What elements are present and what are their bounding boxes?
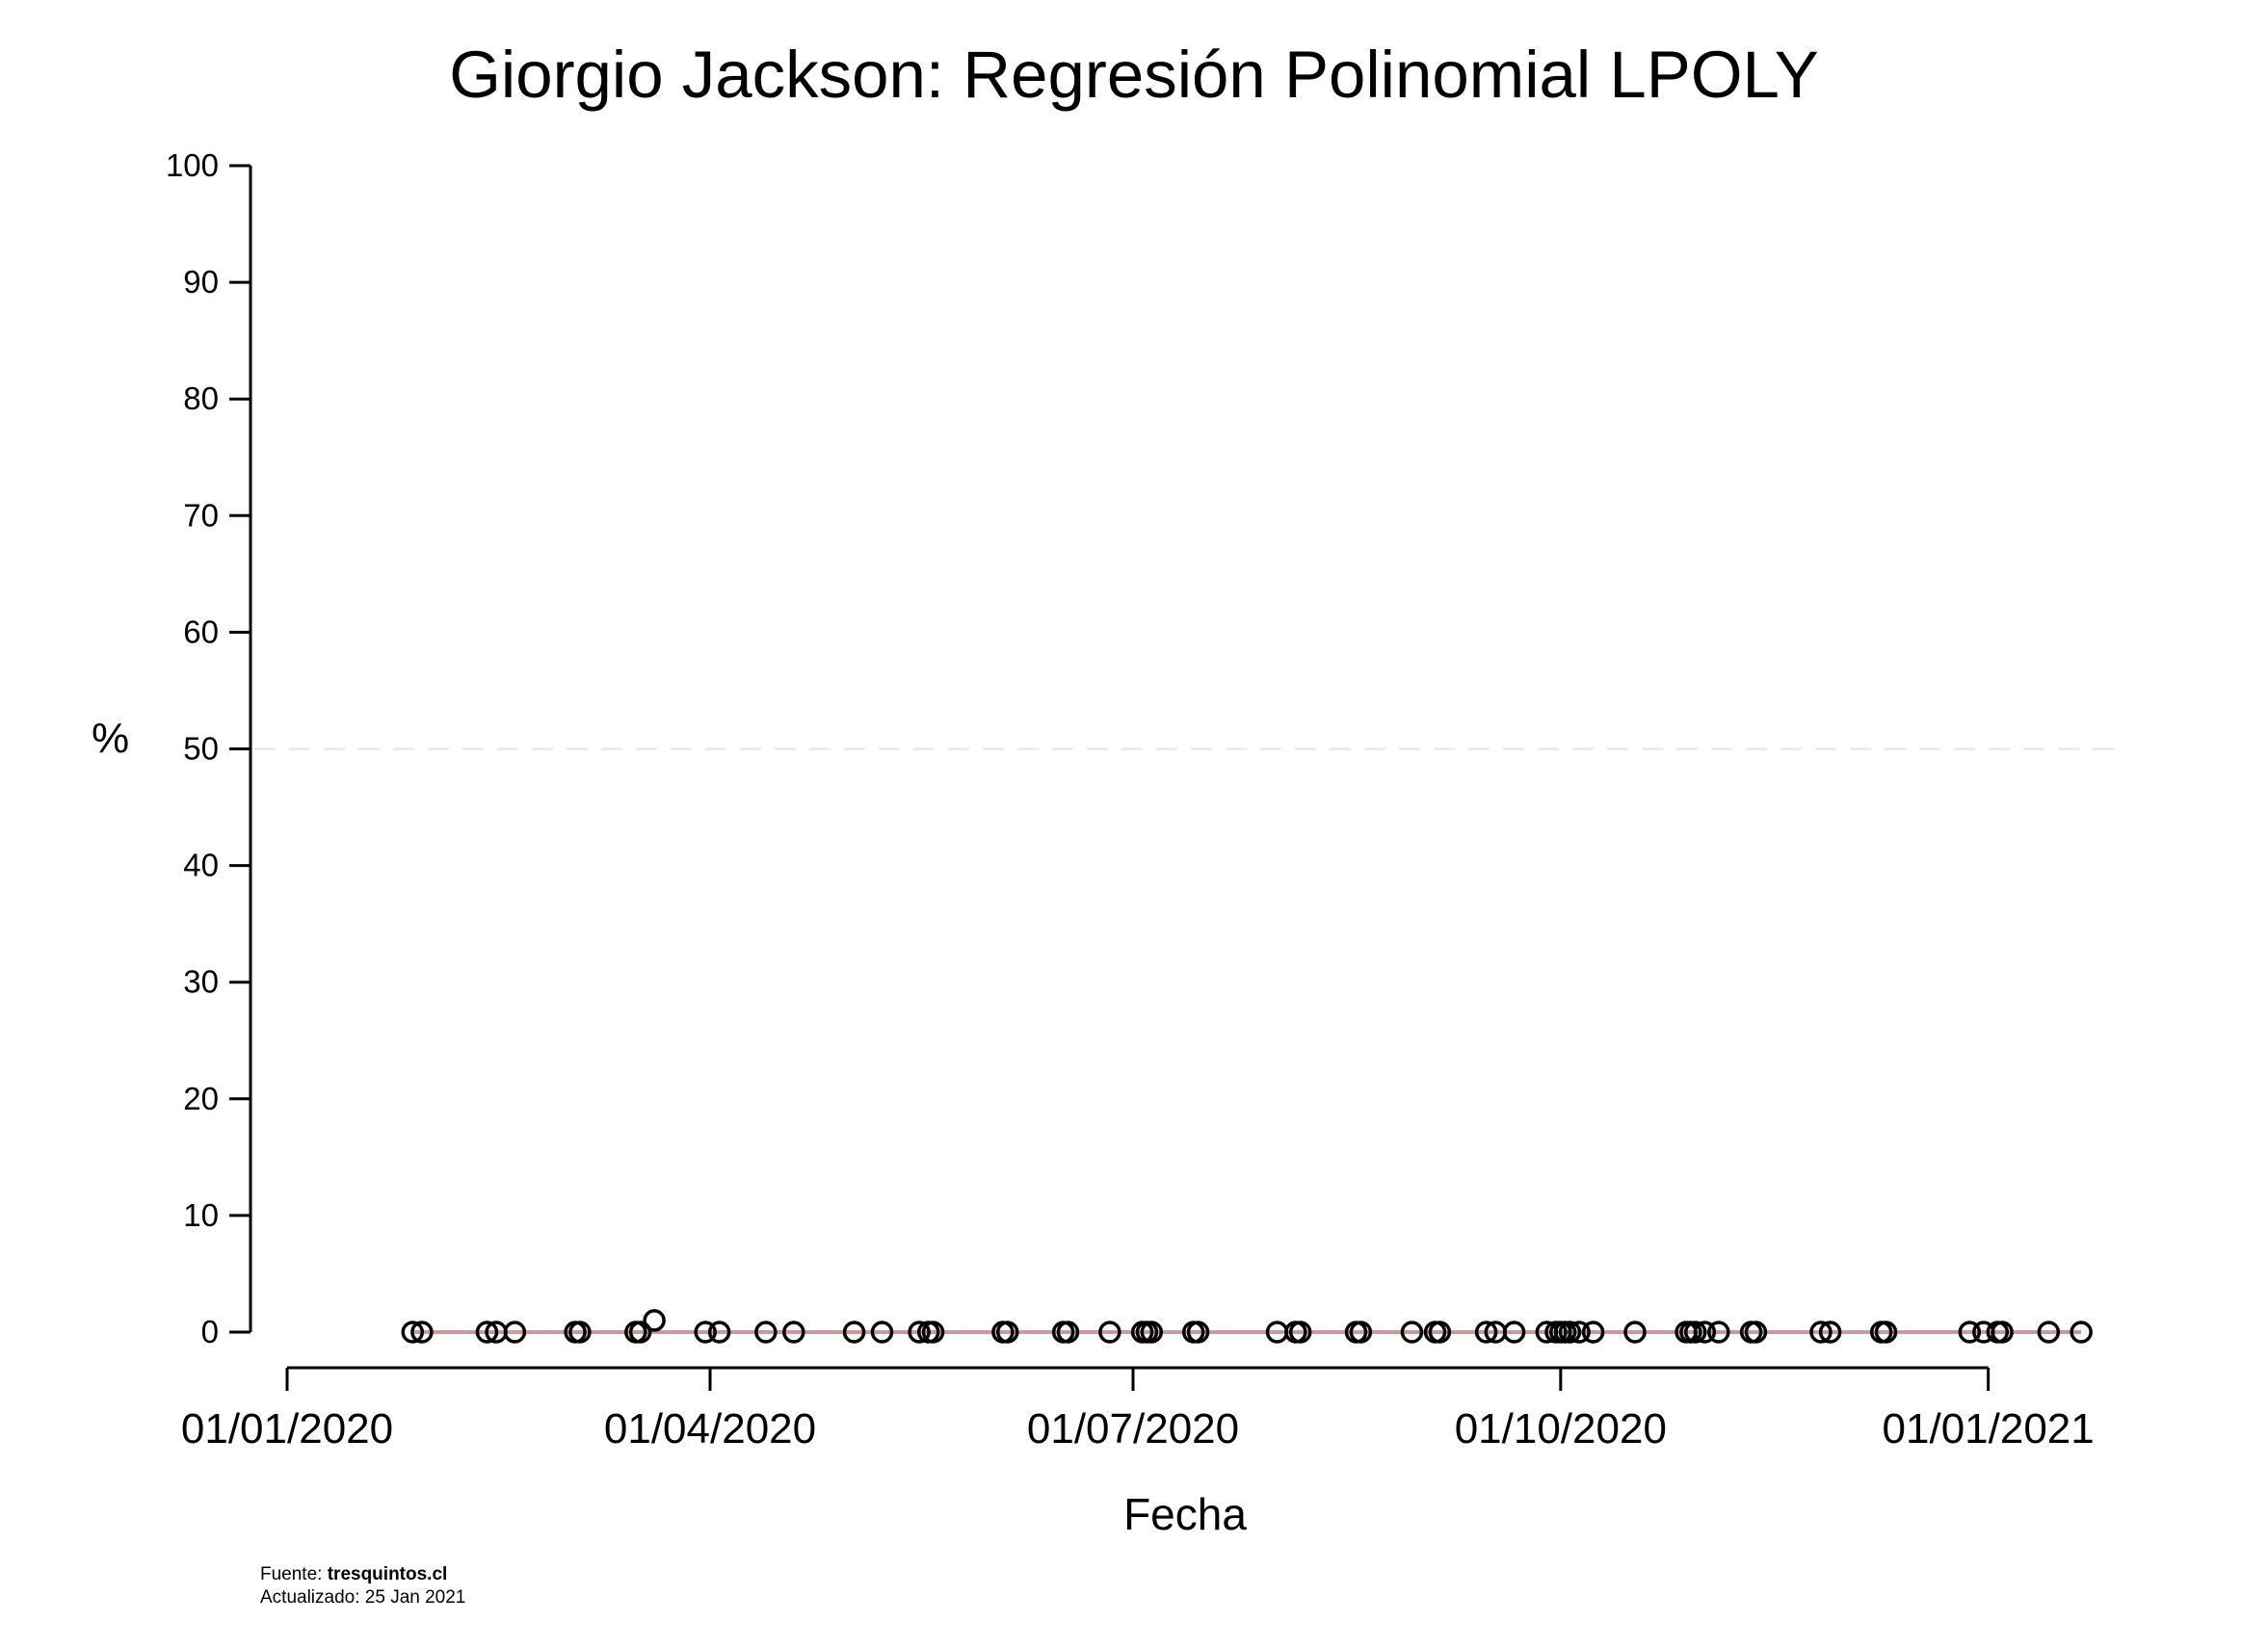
- data-point: [1056, 1321, 1080, 1344]
- data-point: [401, 1321, 425, 1344]
- data-point: [1400, 1321, 1424, 1344]
- y-axis-label: %: [92, 715, 130, 762]
- chart-title: Giorgio Jackson: Regresión Polinomial LP…: [449, 38, 1819, 112]
- data-point: [643, 1309, 666, 1332]
- data-point: [694, 1321, 717, 1344]
- x-tick-label: 01/01/2021: [1883, 1405, 2095, 1453]
- data-point: [1349, 1321, 1373, 1344]
- data-point: [754, 1321, 778, 1344]
- y-tick-label: 0: [201, 1314, 219, 1349]
- y-tick-label: 70: [183, 497, 219, 533]
- data-point: [870, 1321, 894, 1344]
- source-name: tresquintos.cl: [327, 1564, 448, 1584]
- y-tick-label: 80: [183, 380, 219, 416]
- data-point: [1140, 1321, 1164, 1344]
- data-point: [1744, 1321, 1768, 1344]
- chart-footer: Fuente: tresquintos.cl Actualizado: 25 J…: [260, 1563, 465, 1610]
- source-prefix: Fuente:: [260, 1564, 328, 1584]
- data-point: [1874, 1321, 1898, 1344]
- data-point: [1818, 1321, 1842, 1344]
- y-tick-label: 50: [183, 731, 219, 767]
- y-tick-label: 20: [183, 1081, 219, 1116]
- data-point: [1707, 1321, 1730, 1344]
- data-point: [842, 1321, 866, 1344]
- x-tick-label: 01/10/2020: [1455, 1405, 1667, 1453]
- data-point: [1186, 1321, 1210, 1344]
- data-point: [628, 1321, 652, 1344]
- data-point: [1809, 1321, 1833, 1344]
- y-tick-label: 30: [183, 964, 219, 1000]
- y-tick-label: 60: [183, 614, 219, 649]
- data-point: [782, 1321, 805, 1344]
- data-point: [475, 1321, 499, 1344]
- data-point: [995, 1321, 1019, 1344]
- data-point: [2037, 1321, 2061, 1344]
- data-point: [1568, 1321, 1591, 1344]
- data-point: [2070, 1321, 2093, 1344]
- data-point: [1693, 1321, 1717, 1344]
- y-tick-label: 10: [183, 1197, 219, 1233]
- y-tick-label: 100: [166, 147, 219, 183]
- x-axis-label: Fecha: [1123, 1489, 1247, 1539]
- x-tick-label: 01/01/2020: [181, 1405, 393, 1453]
- axes-layer: 0 10 20 30 40 50 60 70 80 90 100 01/01/2020 01/04/20…: [166, 147, 2095, 1453]
- data-point: [1098, 1321, 1121, 1344]
- data-point: [1474, 1321, 1498, 1344]
- x-tick-label: 01/04/2020: [604, 1405, 816, 1453]
- data-point: [908, 1321, 931, 1344]
- x-tick-label: 01/07/2020: [1027, 1405, 1239, 1453]
- data-point: [503, 1321, 527, 1344]
- data-point: [1558, 1321, 1582, 1344]
- data-point: [1958, 1321, 1982, 1344]
- data-point: [1683, 1321, 1707, 1344]
- y-tick-label: 90: [183, 264, 219, 300]
- data-point: [1991, 1321, 2014, 1344]
- data-point: [1581, 1321, 1605, 1344]
- data-point: [707, 1321, 731, 1344]
- updated-line: Actualizado: 25 Jan 2021: [260, 1587, 466, 1608]
- data-point: [568, 1321, 592, 1344]
- source-line: Fuente: tresquintos.cl: [260, 1563, 465, 1586]
- data-point: [921, 1321, 945, 1344]
- data-point: [1288, 1321, 1312, 1344]
- points-layer: [401, 1309, 2093, 1344]
- data-point: [1623, 1321, 1647, 1344]
- y-tick-label: 40: [183, 848, 219, 883]
- data-point: [410, 1321, 434, 1344]
- data-point: [1502, 1321, 1526, 1344]
- data-point: [1428, 1321, 1452, 1344]
